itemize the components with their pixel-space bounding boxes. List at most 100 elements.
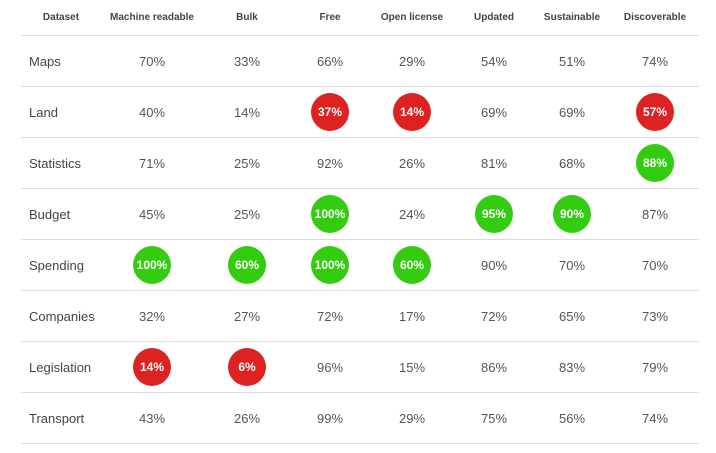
score-cell-updated: 90% (455, 239, 533, 291)
low-score-badge: 14% (133, 348, 171, 386)
score-cell-bulk: 26% (203, 392, 291, 444)
score-cell-discoverable: 74% (611, 392, 699, 444)
header-row: Dataset Machine readable Bulk Free Open … (21, 0, 699, 36)
score-cell-free: 92% (291, 137, 369, 189)
score-cell-free: 96% (291, 341, 369, 393)
score-value: 24% (398, 206, 426, 222)
score-value: 69% (558, 104, 586, 120)
high-score-badge: 90% (553, 195, 591, 233)
score-cell-updated: 72% (455, 290, 533, 342)
score-value: 83% (558, 359, 586, 375)
score-cell-discoverable: 73% (611, 290, 699, 342)
score-cell-machine-readable: 100% (101, 239, 203, 291)
score-value: 32% (138, 308, 166, 324)
score-cell-discoverable: 87% (611, 188, 699, 240)
table-row-transport: Transport 43% 26% 99% 29% 75% 56% 74% (21, 392, 699, 444)
score-value: 81% (480, 155, 508, 171)
dataset-name-cell: Transport (21, 392, 101, 444)
score-cell-bulk: 14% (203, 86, 291, 138)
score-value: 72% (480, 308, 508, 324)
high-score-badge: 100% (133, 246, 171, 284)
table-row-budget: Budget 45% 25% 100% 24% 95% 90% 87% (21, 188, 699, 240)
score-value: 68% (558, 155, 586, 171)
dataset-name-cell: Companies (21, 290, 101, 342)
score-cell-open-license: 14% (369, 86, 455, 138)
score-cell-bulk: 6% (203, 341, 291, 393)
table-row-statistics: Statistics 71% 25% 92% 26% 81% 68% 88% (21, 137, 699, 189)
score-cell-bulk: 33% (203, 35, 291, 87)
high-score-badge: 95% (475, 195, 513, 233)
score-value: 25% (233, 206, 261, 222)
score-value: 17% (398, 308, 426, 324)
score-cell-open-license: 26% (369, 137, 455, 189)
score-cell-free: 66% (291, 35, 369, 87)
score-value: 29% (398, 410, 426, 426)
score-value: 45% (138, 206, 166, 222)
score-cell-discoverable: 79% (611, 341, 699, 393)
score-value: 56% (558, 410, 586, 426)
score-cell-sustainable: 65% (533, 290, 611, 342)
score-cell-discoverable: 88% (611, 137, 699, 189)
dataset-name-cell: Maps (21, 35, 101, 87)
score-cell-machine-readable: 14% (101, 341, 203, 393)
score-cell-open-license: 29% (369, 392, 455, 444)
column-header-bulk: Bulk (203, 0, 291, 36)
score-cell-free: 100% (291, 239, 369, 291)
score-value: 43% (138, 410, 166, 426)
score-cell-updated: 86% (455, 341, 533, 393)
score-cell-open-license: 60% (369, 239, 455, 291)
score-cell-updated: 69% (455, 86, 533, 138)
score-value: 92% (316, 155, 344, 171)
score-value: 40% (138, 104, 166, 120)
table-row-companies: Companies 32% 27% 72% 17% 72% 65% 73% (21, 290, 699, 342)
dataset-name-cell: Statistics (21, 137, 101, 189)
high-score-badge: 100% (311, 246, 349, 284)
score-cell-machine-readable: 71% (101, 137, 203, 189)
open-data-table: Dataset Machine readable Bulk Free Open … (21, 0, 699, 444)
low-score-badge: 57% (636, 93, 674, 131)
score-cell-open-license: 29% (369, 35, 455, 87)
column-header-machine-readable: Machine readable (101, 0, 203, 36)
score-value: 75% (480, 410, 508, 426)
score-value: 86% (480, 359, 508, 375)
score-value: 69% (480, 104, 508, 120)
score-value: 79% (641, 359, 669, 375)
score-cell-bulk: 27% (203, 290, 291, 342)
high-score-badge: 60% (228, 246, 266, 284)
score-cell-discoverable: 70% (611, 239, 699, 291)
score-value: 70% (138, 53, 166, 69)
score-cell-machine-readable: 70% (101, 35, 203, 87)
table-row-spending: Spending 100% 60% 100% 60% 90% 70% 70% (21, 239, 699, 291)
score-value: 33% (233, 53, 261, 69)
score-value: 72% (316, 308, 344, 324)
score-cell-discoverable: 57% (611, 86, 699, 138)
score-cell-bulk: 25% (203, 137, 291, 189)
score-value: 71% (138, 155, 166, 171)
score-cell-sustainable: 90% (533, 188, 611, 240)
score-cell-open-license: 24% (369, 188, 455, 240)
score-cell-sustainable: 70% (533, 239, 611, 291)
score-cell-open-license: 15% (369, 341, 455, 393)
score-cell-sustainable: 69% (533, 86, 611, 138)
column-header-open-license: Open license (369, 0, 455, 36)
dataset-name-cell: Land (21, 86, 101, 138)
column-header-dataset: Dataset (21, 0, 101, 36)
low-score-badge: 14% (393, 93, 431, 131)
high-score-badge: 88% (636, 144, 674, 182)
score-cell-bulk: 25% (203, 188, 291, 240)
score-value: 87% (641, 206, 669, 222)
score-value: 26% (398, 155, 426, 171)
score-cell-sustainable: 83% (533, 341, 611, 393)
score-value: 90% (480, 257, 508, 273)
score-value: 73% (641, 308, 669, 324)
dataset-name-cell: Spending (21, 239, 101, 291)
column-header-sustainable: Sustainable (533, 0, 611, 36)
score-cell-free: 37% (291, 86, 369, 138)
score-cell-open-license: 17% (369, 290, 455, 342)
dataset-name-cell: Legislation (21, 341, 101, 393)
score-cell-machine-readable: 45% (101, 188, 203, 240)
table-row-maps: Maps 70% 33% 66% 29% 54% 51% 74% (21, 35, 699, 87)
high-score-badge: 100% (311, 195, 349, 233)
table-row-legislation: Legislation 14% 6% 96% 15% 86% 83% 79% (21, 341, 699, 393)
score-value: 66% (316, 53, 344, 69)
